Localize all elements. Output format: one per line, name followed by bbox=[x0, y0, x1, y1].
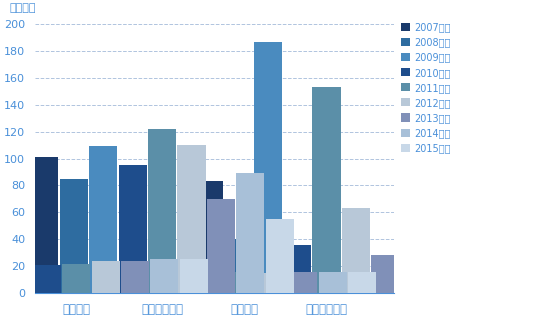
Bar bbox=[319, 272, 347, 293]
Bar bbox=[230, 272, 258, 293]
Bar bbox=[142, 274, 170, 293]
Bar bbox=[401, 176, 429, 293]
Bar bbox=[283, 245, 311, 293]
Bar bbox=[312, 87, 340, 293]
Legend: 2007年度, 2008年度, 2009年度, 2010年度, 2011年度, 2012年度, 2013年度, 2014年度, 2015年度: 2007年度, 2008年度, 2009年度, 2010年度, 2011年度, … bbox=[398, 19, 454, 157]
Bar bbox=[30, 157, 58, 293]
Bar bbox=[119, 165, 147, 293]
Bar bbox=[254, 42, 282, 293]
Bar bbox=[201, 272, 229, 293]
Bar bbox=[0, 265, 2, 293]
Bar bbox=[89, 147, 117, 293]
Bar bbox=[260, 273, 288, 293]
Bar bbox=[180, 260, 208, 293]
Bar bbox=[171, 272, 199, 293]
Bar bbox=[148, 129, 176, 293]
Bar bbox=[60, 179, 88, 293]
Bar bbox=[207, 199, 235, 293]
Bar bbox=[430, 222, 458, 293]
Bar bbox=[195, 181, 223, 293]
Bar bbox=[178, 145, 206, 293]
Bar bbox=[236, 173, 264, 293]
Bar bbox=[121, 261, 149, 293]
Bar bbox=[3, 265, 31, 293]
Bar bbox=[91, 261, 120, 293]
Bar bbox=[289, 272, 317, 293]
Bar bbox=[151, 260, 179, 293]
Bar bbox=[62, 263, 90, 293]
Text: （件数）: （件数） bbox=[10, 3, 36, 13]
Bar bbox=[224, 239, 252, 293]
Bar bbox=[348, 272, 376, 293]
Bar bbox=[32, 265, 60, 293]
Bar bbox=[342, 208, 370, 293]
Bar bbox=[371, 255, 399, 293]
Bar bbox=[266, 219, 294, 293]
Bar bbox=[113, 270, 141, 293]
